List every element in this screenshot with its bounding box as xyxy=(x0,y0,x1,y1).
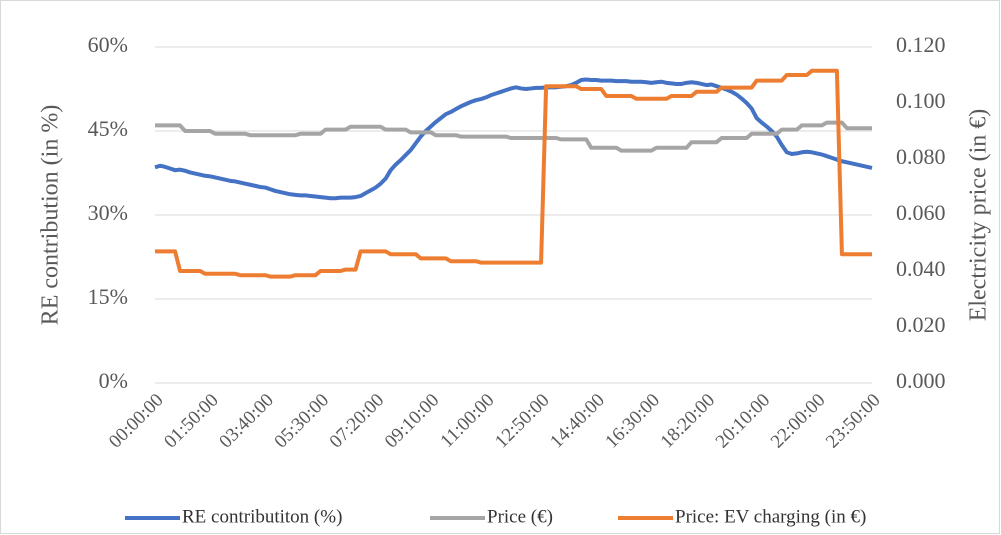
y-tick-label: 30% xyxy=(88,200,128,225)
legend-label: RE contributiton (%) xyxy=(182,506,342,527)
legend-label: Price (€) xyxy=(487,506,553,527)
y2-axis-title: Electricity price (in €) xyxy=(966,109,992,322)
y2-tick-label: 0.040 xyxy=(896,256,946,281)
series-line xyxy=(154,77,873,201)
series-line xyxy=(155,120,872,153)
y2-tick-label: 0.100 xyxy=(896,88,946,113)
series-line xyxy=(155,68,872,279)
y-tick-label: 60% xyxy=(88,32,128,57)
y2-tick-label: 0.120 xyxy=(896,32,946,57)
legend-label: Price: EV charging (in €) xyxy=(675,506,866,527)
y-tick-label: 45% xyxy=(88,116,128,141)
y2-tick-label: 0.080 xyxy=(896,144,946,169)
y2-tick-label: 0.020 xyxy=(896,312,946,337)
y-tick-label: 0% xyxy=(99,368,128,393)
y-tick-label: 15% xyxy=(88,284,128,309)
y-axis-title: RE contribution (in %) xyxy=(38,105,64,326)
y2-tick-label: 0.000 xyxy=(896,368,946,393)
y2-tick-label: 0.060 xyxy=(896,200,946,225)
